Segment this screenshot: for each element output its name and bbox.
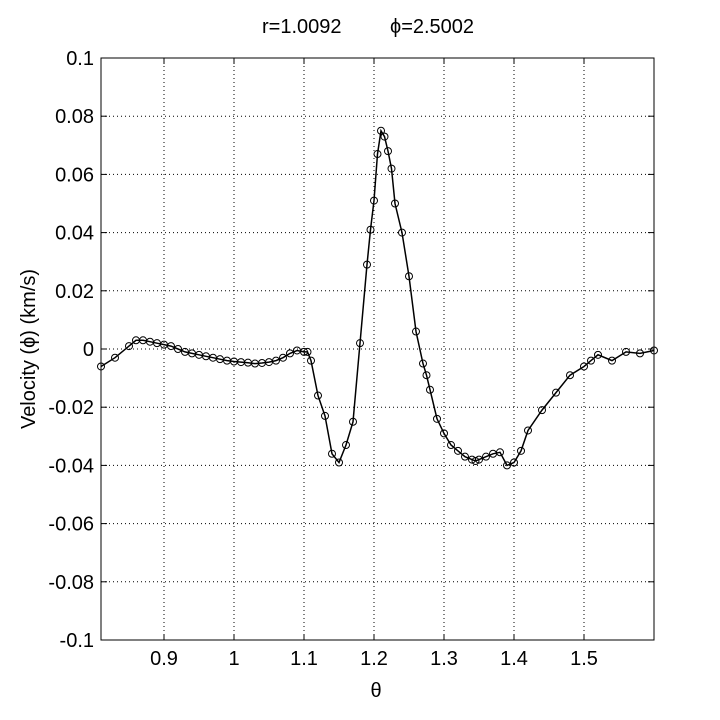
data-point: [279, 353, 287, 362]
data-point: [405, 272, 413, 281]
data-point: [503, 461, 511, 470]
chart-title-phi: ϕ=2.5002: [390, 16, 474, 38]
y-tick-label: -0.1: [60, 630, 94, 652]
data-point: [594, 350, 602, 359]
data-point: [349, 417, 357, 426]
data-point: [433, 414, 441, 423]
data-point: [496, 448, 504, 457]
y-tick-label: 0.1: [66, 48, 94, 70]
x-axis-label: θ: [370, 680, 381, 702]
data-point: [342, 441, 350, 450]
x-tick-label: 1.1: [290, 648, 318, 670]
data-point: [321, 411, 329, 420]
data-point: [300, 347, 308, 356]
y-tick-label: 0.04: [55, 223, 94, 245]
data-point: [328, 449, 336, 458]
data-point: [622, 347, 630, 356]
chart-title-r: r=1.0092: [262, 16, 342, 38]
data-point: [426, 385, 434, 394]
data-point: [422, 371, 431, 380]
data-point: [587, 356, 595, 365]
data-point: [111, 353, 119, 362]
data-series: [97, 126, 658, 470]
data-point: [314, 391, 322, 400]
data-point: [174, 345, 182, 353]
data-point: [363, 260, 371, 269]
y-tick-label: 0.08: [55, 106, 94, 128]
data-point: [636, 349, 644, 358]
y-tick-label: -0.06: [48, 514, 94, 536]
series-line: [100, 128, 655, 467]
data-point: [510, 458, 518, 467]
data-point: [419, 359, 427, 368]
data-point: [391, 199, 399, 208]
data-point: [454, 446, 462, 455]
data-point: [387, 164, 396, 173]
axis-ticks: 0.9 1 1.1 1.2 1.3 1.4 1.5 0.1 0.08 0.06 0.04 0.02 0 -…: [48, 48, 654, 670]
data-point: [377, 126, 385, 135]
data-point: [447, 441, 455, 450]
data-point: [566, 371, 574, 380]
data-point: [398, 228, 406, 237]
data-point: [475, 455, 483, 464]
data-point: [482, 452, 490, 461]
data-point: [373, 150, 382, 159]
data-point: [307, 356, 315, 365]
y-tick-label: 0.02: [55, 281, 94, 303]
data-point: [538, 406, 546, 415]
data-point: [608, 356, 616, 365]
x-tick-label: 1.2: [360, 648, 388, 670]
y-tick-label: -0.02: [48, 397, 94, 419]
x-tick-label: 0.9: [150, 648, 178, 670]
x-tick-label: 1.4: [500, 648, 528, 670]
data-point: [272, 356, 280, 365]
y-tick-label: -0.04: [48, 455, 94, 477]
data-point: [461, 452, 469, 461]
data-point: [125, 342, 133, 351]
data-point: [440, 429, 448, 438]
data-point: [384, 147, 392, 156]
data-point: [286, 349, 294, 358]
x-tick-label: 1.3: [430, 648, 458, 670]
data-point: [471, 457, 480, 466]
x-tick-label: 1.5: [570, 648, 598, 670]
y-tick-label: 0: [83, 339, 94, 361]
x-tick-label: 1: [228, 648, 239, 670]
data-point: [335, 458, 343, 467]
data-point: [356, 339, 364, 348]
y-tick-label: 0.06: [55, 164, 94, 186]
data-point: [303, 347, 312, 356]
data-point: [366, 225, 375, 234]
data-point: [524, 426, 532, 435]
data-point: [517, 446, 525, 455]
data-point: [380, 132, 389, 141]
data-point: [412, 327, 420, 336]
data-point: [167, 342, 175, 351]
y-axis-label: Velocity (ϕ) (km/s): [18, 269, 40, 429]
data-point: [552, 388, 560, 397]
data-point: [370, 196, 378, 205]
y-tick-label: -0.08: [48, 572, 94, 594]
data-point: [580, 362, 588, 371]
